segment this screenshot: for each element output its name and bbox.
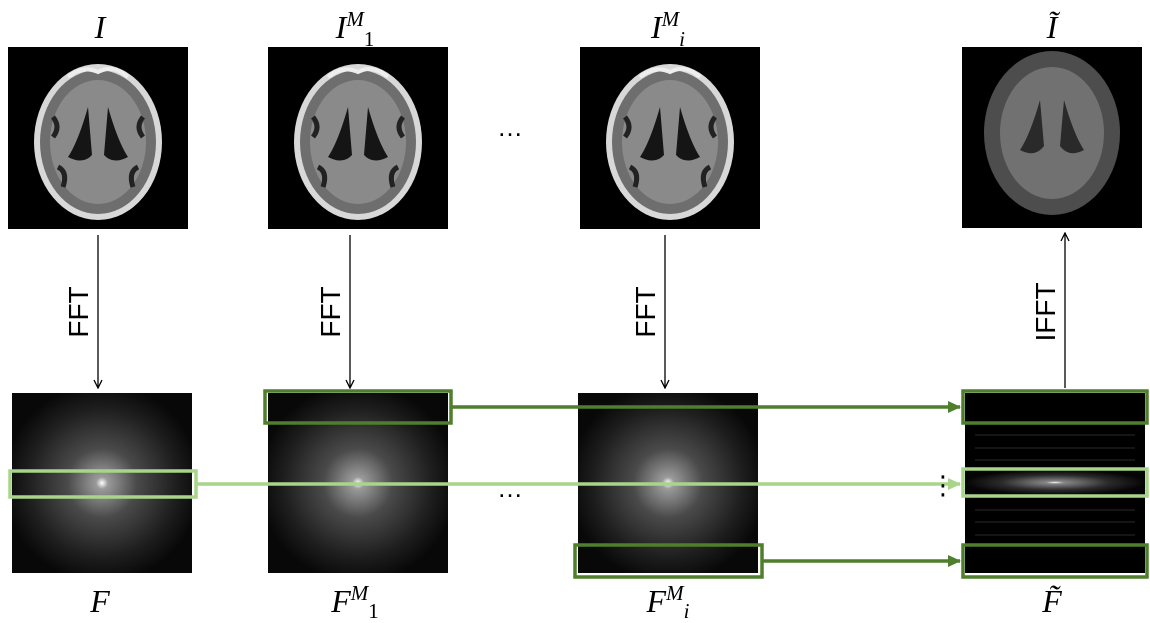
row-box	[961, 389, 1149, 425]
label-sup: M	[350, 581, 370, 605]
image-reconstructed	[962, 47, 1142, 228]
label-sup: M	[661, 7, 681, 31]
image-motion-i	[580, 47, 760, 229]
row-box	[961, 467, 1149, 498]
label-sub: i	[684, 599, 690, 623]
image-label: I	[94, 9, 107, 45]
ellipsis: …	[497, 473, 523, 503]
image-label: IMi	[650, 7, 685, 51]
row-box	[961, 543, 1149, 579]
spectrum-label: FMi	[646, 581, 690, 623]
spectrum-original	[12, 393, 192, 573]
label-sub: 1	[364, 27, 375, 51]
op-label: FFT	[630, 286, 661, 337]
spectrum-label: FM1	[330, 581, 379, 623]
op-label: IFFT	[1030, 282, 1061, 341]
label-base: I	[650, 9, 663, 45]
spectrum-label: F	[89, 583, 110, 619]
label-base: I	[335, 9, 348, 45]
label-sup: M	[665, 581, 685, 605]
spectrum-label: F̃	[1041, 583, 1062, 619]
label-base: F	[330, 583, 351, 619]
label-sup: M	[345, 7, 365, 31]
label-sub: 1	[368, 599, 379, 623]
image-label: IM1	[335, 7, 375, 51]
op-label: FFT	[63, 286, 94, 337]
label-base: I	[94, 9, 107, 45]
label-sub: i	[679, 27, 685, 51]
image-original	[8, 47, 188, 229]
label-base: Ĩ	[1046, 9, 1061, 45]
label-base: F̃	[1041, 583, 1062, 619]
image-motion-1	[268, 47, 448, 229]
label-base: F	[646, 583, 667, 619]
op-label: FFT	[315, 286, 346, 337]
vdots: ⋮	[930, 470, 956, 500]
label-base: F	[89, 583, 110, 619]
ellipsis: …	[497, 112, 523, 142]
image-label: Ĩ	[1046, 9, 1061, 45]
